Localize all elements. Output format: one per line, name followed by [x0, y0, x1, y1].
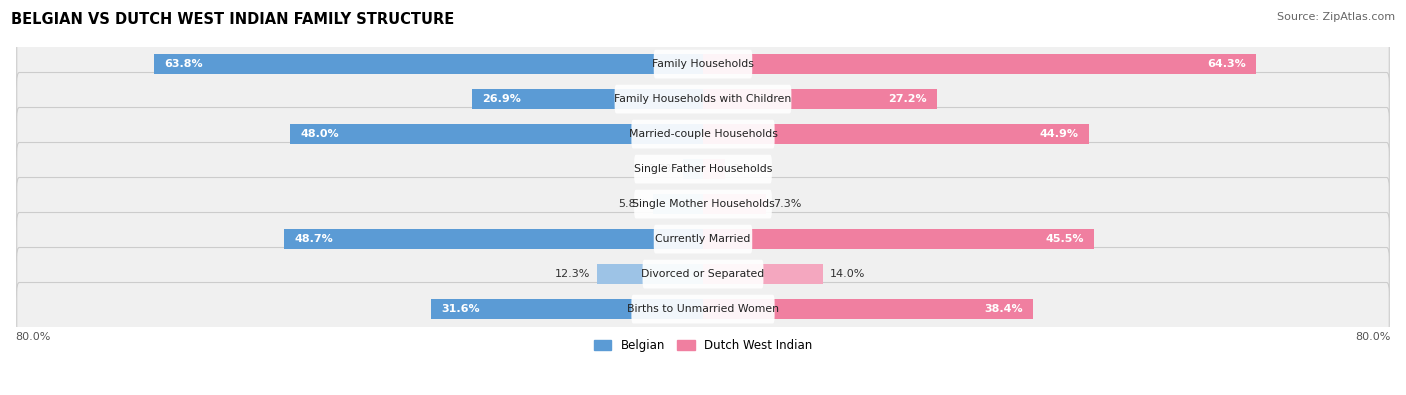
Text: 44.9%: 44.9% [1040, 129, 1078, 139]
Text: 64.3%: 64.3% [1206, 59, 1246, 69]
FancyBboxPatch shape [631, 295, 775, 324]
Bar [703, 54, 1256, 74]
FancyBboxPatch shape [634, 155, 772, 183]
Bar [155, 54, 703, 74]
Text: Births to Unmarried Women: Births to Unmarried Women [627, 304, 779, 314]
Text: Married-couple Households: Married-couple Households [628, 129, 778, 139]
Legend: Belgian, Dutch West Indian: Belgian, Dutch West Indian [589, 335, 817, 357]
Text: 12.3%: 12.3% [555, 269, 591, 279]
FancyBboxPatch shape [17, 282, 1389, 336]
FancyBboxPatch shape [17, 107, 1389, 161]
Bar [703, 89, 936, 109]
Text: 80.0%: 80.0% [15, 332, 51, 342]
Text: BELGIAN VS DUTCH WEST INDIAN FAMILY STRUCTURE: BELGIAN VS DUTCH WEST INDIAN FAMILY STRU… [11, 12, 454, 27]
Text: 80.0%: 80.0% [1355, 332, 1391, 342]
Text: 5.8%: 5.8% [617, 199, 647, 209]
Bar [654, 194, 703, 214]
FancyBboxPatch shape [654, 50, 752, 79]
Bar [432, 299, 703, 319]
Text: 2.6%: 2.6% [733, 164, 761, 174]
Text: Family Households: Family Households [652, 59, 754, 69]
Text: 63.8%: 63.8% [165, 59, 204, 69]
Bar [471, 89, 703, 109]
FancyBboxPatch shape [17, 143, 1389, 196]
Text: Single Father Households: Single Father Households [634, 164, 772, 174]
Text: Divorced or Separated: Divorced or Separated [641, 269, 765, 279]
Bar [703, 299, 1033, 319]
Text: 26.9%: 26.9% [482, 94, 520, 104]
Bar [703, 229, 1094, 249]
Bar [703, 264, 824, 284]
FancyBboxPatch shape [17, 177, 1389, 231]
FancyBboxPatch shape [634, 190, 772, 218]
FancyBboxPatch shape [643, 260, 763, 288]
Text: 48.7%: 48.7% [294, 234, 333, 244]
Text: 2.3%: 2.3% [648, 164, 676, 174]
Text: 38.4%: 38.4% [984, 304, 1024, 314]
Text: 31.6%: 31.6% [441, 304, 481, 314]
Bar [598, 264, 703, 284]
Text: 45.5%: 45.5% [1046, 234, 1084, 244]
Text: Currently Married: Currently Married [655, 234, 751, 244]
Bar [703, 159, 725, 179]
FancyBboxPatch shape [614, 85, 792, 113]
FancyBboxPatch shape [631, 120, 775, 149]
Bar [703, 124, 1090, 144]
Bar [284, 229, 703, 249]
Text: 7.3%: 7.3% [773, 199, 801, 209]
Text: 27.2%: 27.2% [889, 94, 927, 104]
Bar [683, 159, 703, 179]
FancyBboxPatch shape [654, 225, 752, 254]
Bar [703, 194, 766, 214]
Text: 14.0%: 14.0% [831, 269, 866, 279]
FancyBboxPatch shape [17, 73, 1389, 126]
FancyBboxPatch shape [17, 248, 1389, 301]
Text: 48.0%: 48.0% [301, 129, 339, 139]
FancyBboxPatch shape [17, 213, 1389, 266]
Text: Single Mother Households: Single Mother Households [631, 199, 775, 209]
Text: Family Households with Children: Family Households with Children [614, 94, 792, 104]
FancyBboxPatch shape [17, 38, 1389, 91]
Text: Source: ZipAtlas.com: Source: ZipAtlas.com [1277, 12, 1395, 22]
Bar [290, 124, 703, 144]
